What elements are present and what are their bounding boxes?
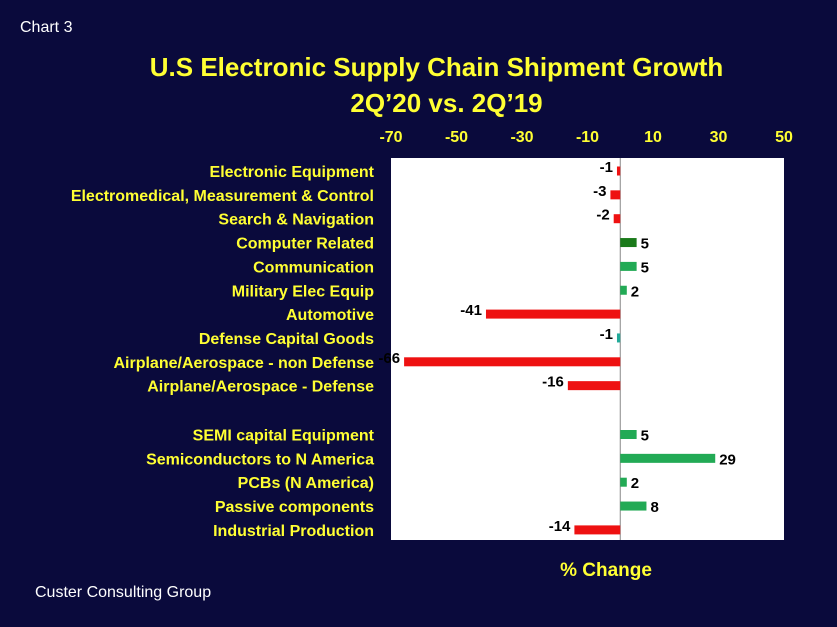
bar — [620, 430, 637, 439]
category-label: Semiconductors to N America — [146, 451, 374, 468]
bar — [567, 381, 621, 391]
x-tick-label: 10 — [644, 129, 662, 146]
data-label: -16 — [542, 374, 564, 391]
bar — [616, 333, 621, 343]
category-label: Computer Related — [236, 236, 374, 253]
data-label: 2 — [631, 283, 639, 300]
x-tick-label: -70 — [379, 129, 402, 146]
bar — [620, 501, 647, 511]
data-label: 5 — [641, 259, 649, 276]
data-label: 2 — [631, 475, 639, 492]
data-label: 5 — [641, 236, 649, 253]
bar — [620, 477, 627, 487]
bar — [610, 190, 621, 200]
data-label: -41 — [460, 302, 482, 319]
data-label: -3 — [593, 183, 606, 200]
category-label: PCBs (N America) — [238, 475, 374, 492]
chart-number-label: Chart 3 — [20, 19, 73, 36]
data-label: 29 — [719, 451, 736, 468]
bar — [620, 238, 637, 248]
data-label: -2 — [596, 207, 609, 224]
x-tick-label: -50 — [445, 129, 468, 146]
data-label: 8 — [650, 499, 658, 516]
bar — [574, 525, 621, 535]
plot-area — [391, 158, 784, 540]
x-tick-label: -30 — [510, 129, 533, 146]
category-label: Automotive — [286, 307, 374, 324]
data-label: 5 — [641, 428, 649, 445]
bar — [620, 453, 716, 463]
chart-subtitle: 2Q’20 vs. 2Q’19 — [350, 88, 543, 118]
category-label: Defense Capital Goods — [199, 331, 374, 348]
category-label: Industrial Production — [213, 523, 374, 540]
category-label: Airplane/Aerospace - non Defense — [113, 355, 374, 372]
data-label: -66 — [378, 350, 400, 367]
bar — [616, 166, 621, 176]
data-label: -1 — [600, 159, 613, 176]
x-tick-label: 50 — [775, 129, 793, 146]
footer-credit: Custer Consulting Group — [35, 584, 212, 601]
category-label: Passive components — [215, 499, 374, 516]
bar — [485, 309, 621, 319]
data-label: -1 — [600, 326, 613, 343]
x-tick-label: -10 — [576, 129, 599, 146]
bar — [404, 357, 621, 367]
x-axis-label: % Change — [560, 560, 652, 581]
data-label: -14 — [549, 518, 571, 535]
category-label: Electronic Equipment — [210, 164, 375, 181]
category-label: Military Elec Equip — [232, 283, 374, 300]
x-tick-label: 30 — [710, 129, 728, 146]
category-label: Airplane/Aerospace - Defense — [147, 379, 374, 396]
chart-title: U.S Electronic Supply Chain Shipment Gro… — [149, 52, 724, 82]
bar — [613, 214, 621, 224]
bar — [620, 261, 637, 271]
category-label: SEMI capital Equipment — [193, 428, 375, 445]
category-label: Communication — [253, 259, 374, 276]
category-label: Search & Navigation — [218, 212, 374, 229]
category-label: Electromedical, Measurement & Control — [71, 188, 374, 205]
bar — [620, 285, 627, 295]
